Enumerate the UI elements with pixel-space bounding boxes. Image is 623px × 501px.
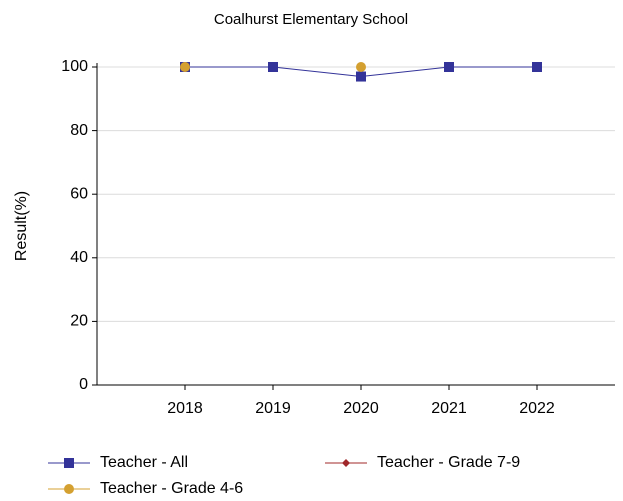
marker — [180, 62, 190, 72]
legend-label: Teacher - All — [100, 454, 188, 471]
marker — [356, 71, 366, 82]
marker — [356, 62, 366, 72]
y-tick-label: 0 — [79, 376, 88, 393]
x-tick-label: 2019 — [255, 400, 291, 417]
chart-title: Coalhurst Elementary School — [214, 11, 408, 28]
marker — [532, 62, 542, 72]
y-axis-label: Result(%) — [13, 191, 30, 261]
legend-marker — [64, 458, 74, 468]
x-tick-label: 2018 — [167, 400, 203, 417]
legend-marker — [64, 484, 74, 494]
x-tick-label: 2022 — [519, 400, 555, 417]
y-tick-label: 100 — [61, 58, 88, 75]
legend-label: Teacher - Grade 4-6 — [100, 480, 243, 497]
legend-label: Teacher - Grade 7-9 — [377, 454, 520, 471]
y-tick-label: 40 — [70, 249, 88, 266]
legend-marker — [342, 459, 350, 467]
y-tick-label: 80 — [70, 122, 88, 139]
x-tick-label: 2020 — [343, 400, 379, 417]
x-tick-label: 2021 — [431, 400, 467, 417]
marker — [268, 62, 278, 72]
y-tick-label: 60 — [70, 185, 88, 202]
marker — [444, 62, 454, 72]
y-tick-label: 20 — [70, 313, 88, 330]
